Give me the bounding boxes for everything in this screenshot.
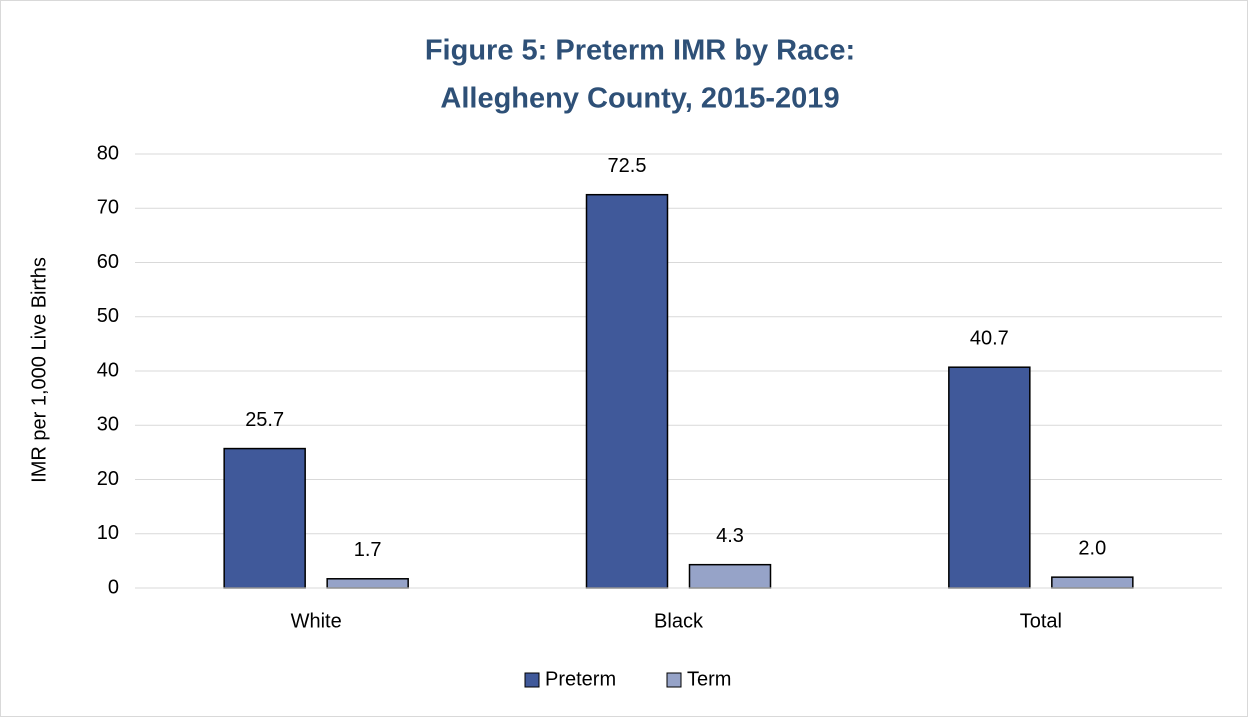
y-tick-label: 50 — [97, 305, 119, 327]
x-tick-label: Total — [1020, 610, 1062, 632]
bar — [688, 563, 772, 589]
bar — [223, 447, 306, 589]
data-label: 1.7 — [354, 539, 382, 561]
legend-swatch — [666, 672, 682, 688]
data-label: 72.5 — [608, 155, 647, 177]
data-label: 40.7 — [970, 327, 1009, 349]
bar — [326, 578, 409, 589]
x-tick-label: White — [291, 610, 342, 632]
y-tick-label: 20 — [97, 468, 119, 490]
x-tick-label: Black — [654, 610, 704, 632]
y-axis-label: IMR per 1,000 Live Births — [28, 257, 50, 483]
y-tick-label: 70 — [97, 197, 119, 219]
y-tick-label: 40 — [97, 359, 119, 381]
chart-title: Figure 5: Preterm IMR by Race: — [425, 35, 855, 67]
y-tick-label: 60 — [97, 251, 119, 273]
y-tick-label: 0 — [108, 576, 119, 598]
y-tick-label: 30 — [97, 414, 119, 436]
legend-label: Preterm — [545, 668, 616, 690]
data-label: 25.7 — [245, 409, 284, 431]
legend-swatch — [524, 672, 540, 688]
data-label: 4.3 — [716, 525, 744, 547]
bar — [585, 193, 669, 589]
bar — [948, 366, 1031, 589]
data-label: 2.0 — [1078, 537, 1106, 559]
y-tick-label: 80 — [97, 142, 119, 164]
legend-label: Term — [687, 668, 731, 690]
chart-title: Allegheny County, 2015-2019 — [440, 83, 839, 115]
bar — [1051, 576, 1134, 589]
y-tick-label: 10 — [97, 522, 119, 544]
